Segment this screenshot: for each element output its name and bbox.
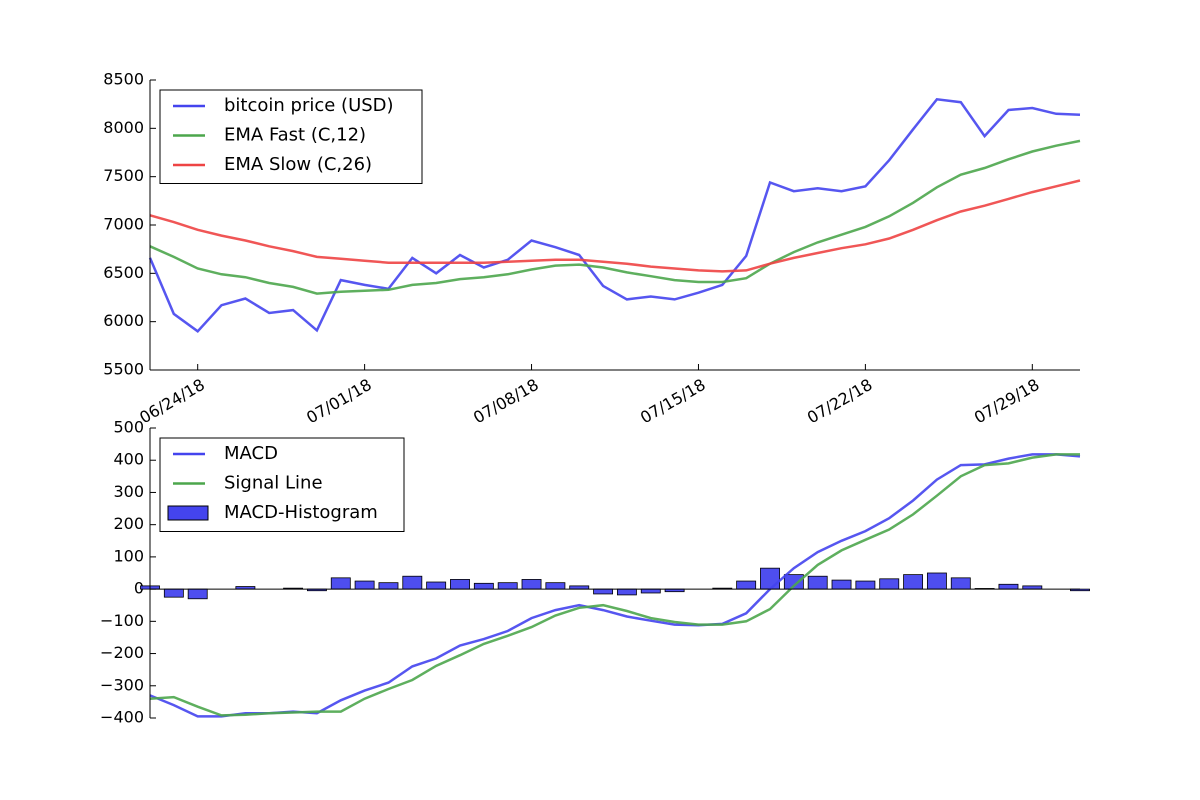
histogram-bar xyxy=(831,579,852,590)
histogram-bar xyxy=(903,574,924,590)
y-tick-label: 8500 xyxy=(103,70,144,89)
x-tick-label: 07/01/18 xyxy=(303,375,375,427)
y-tick-label: 500 xyxy=(113,418,144,437)
histogram-bar xyxy=(950,577,971,590)
legend-label: Signal Line xyxy=(224,473,323,494)
y-tick-label: 7500 xyxy=(103,166,144,185)
histogram-bar xyxy=(330,577,351,590)
histogram-bar xyxy=(640,588,661,594)
legend-label: MACD xyxy=(224,443,278,464)
series-line xyxy=(149,179,1081,273)
histogram-bar xyxy=(402,575,423,590)
histogram-bar xyxy=(926,572,947,590)
histogram-bar xyxy=(426,581,447,590)
x-tick-label: 07/29/18 xyxy=(971,375,1043,427)
y-tick-label: 0 xyxy=(134,579,144,598)
y-tick-label: 5500 xyxy=(103,360,144,379)
histogram-bar xyxy=(473,582,494,590)
y-tick-label: 7000 xyxy=(103,215,144,234)
y-tick-label: 300 xyxy=(113,482,144,501)
histogram-bar xyxy=(187,588,208,600)
subplot: 5500 6000 6500 7000 7500 8000 8500 06/24/18 07/0… xyxy=(103,70,1081,427)
y-tick-label: 200 xyxy=(113,514,144,533)
histogram-bar xyxy=(736,580,757,590)
histogram-bar xyxy=(354,580,375,590)
histogram-bar xyxy=(163,588,184,598)
legend-label: EMA Fast (C,12) xyxy=(224,125,366,146)
y-tick-label: −200 xyxy=(100,643,144,662)
histogram-bar xyxy=(760,567,780,590)
x-tick-label: 07/15/18 xyxy=(637,375,709,427)
histogram-bar xyxy=(378,582,399,590)
histogram-bar xyxy=(593,588,614,595)
histogram-bar xyxy=(855,580,876,590)
y-tick-label: 400 xyxy=(113,450,144,469)
y-tick-label: 6000 xyxy=(103,311,144,330)
histogram-bar xyxy=(879,578,900,590)
legend: bitcoin price (USD) EMA Fast (C,12) EMA Sl… xyxy=(159,89,423,184)
histogram-bar xyxy=(616,588,637,596)
histogram-bar xyxy=(998,583,1019,590)
legend-label: MACD-Histogram xyxy=(224,502,378,523)
series-line xyxy=(148,97,1081,333)
legend-label: bitcoin price (USD) xyxy=(224,95,394,116)
series-line xyxy=(149,453,1080,717)
y-tick-label: −300 xyxy=(100,675,144,694)
legend-label: EMA Slow (C,26) xyxy=(224,154,372,175)
histogram-bar xyxy=(807,575,828,590)
legend: MACD Signal Line MACD-Histogram xyxy=(159,437,405,532)
y-tick-label: −400 xyxy=(100,708,144,727)
series-line xyxy=(149,139,1081,295)
histogram-bar xyxy=(521,579,542,590)
x-tick-label: 07/22/18 xyxy=(804,375,876,427)
y-tick-label: 8000 xyxy=(103,118,144,137)
legend-swatch xyxy=(167,505,209,521)
x-tick-label: 06/24/18 xyxy=(136,375,208,427)
y-tick-label: 6500 xyxy=(103,263,144,282)
histogram-bar xyxy=(497,582,518,590)
y-tick-label: −100 xyxy=(100,611,144,630)
x-tick-label: 07/08/18 xyxy=(470,375,542,427)
histogram-bar xyxy=(545,582,566,590)
y-tick-label: 100 xyxy=(113,546,144,565)
subplot: −400 −300 −200 −100 0 100 200 300 400 500 MACD Sign… xyxy=(100,418,1090,727)
histogram-bar xyxy=(450,579,470,590)
